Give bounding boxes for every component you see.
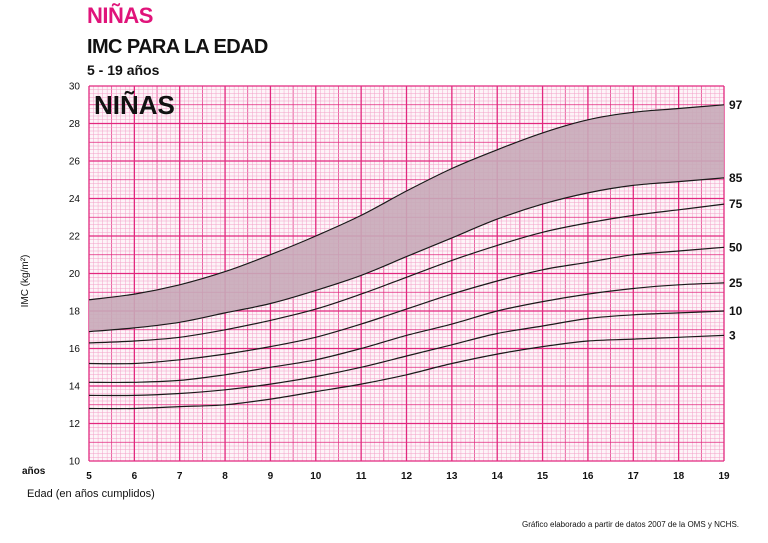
bmi-chart: 10 12 14 16 18 20 22 24 26 28 30 5 6 7 8 9 10 11 12 13 14 15… [0,0,768,543]
x-tick-13: 13 [446,471,458,482]
x-tick-19: 19 [718,471,730,482]
x-tick-5: 5 [86,471,92,482]
x-tick-16: 16 [582,471,594,482]
x-tick-8: 8 [222,471,228,482]
percentile-label-p25: 25 [729,276,743,290]
x-tick-labels: 5 6 7 8 9 10 11 12 13 14 15 16 17 18 19 [86,471,730,482]
y-tick-20: 20 [69,269,81,280]
percentile-label-p97: 97 [729,98,743,112]
x-tick-9: 9 [268,471,274,482]
y-tick-12: 12 [69,419,81,430]
percentile-labels: 3 10 25 50 75 85 97 [729,98,743,343]
x-tick-7: 7 [177,471,183,482]
percentile-label-p3: 3 [729,328,736,342]
y-tick-26: 26 [69,157,81,168]
y-tick-18: 18 [69,307,81,318]
chart-title: NIÑAS [94,90,175,120]
x-tick-17: 17 [628,471,640,482]
y-tick-24: 24 [69,194,81,205]
x-tick-10: 10 [310,471,322,482]
y-tick-14: 14 [69,382,81,393]
percentile-label-p10: 10 [729,304,743,318]
x-tick-14: 14 [492,471,504,482]
x-tick-18: 18 [673,471,685,482]
y-tick-16: 16 [69,344,81,355]
percentile-label-p85: 85 [729,171,743,185]
y-axis-label: IMC (kg/m²) [20,255,31,308]
y-tick-30: 30 [69,82,81,93]
x-tick-15: 15 [537,471,549,482]
source-note: Gráfico elaborado a partir de datos 2007… [522,520,739,529]
y-tick-28: 28 [69,119,81,130]
percentile-label-p75: 75 [729,197,743,211]
x-tick-6: 6 [132,471,138,482]
y-tick-22: 22 [69,232,81,243]
x-unit-label: años [22,466,46,477]
x-tick-11: 11 [356,471,367,482]
x-axis-label: Edad (en años cumplidos) [27,488,155,500]
y-tick-labels: 10 12 14 16 18 20 22 24 26 28 30 [69,82,81,468]
percentile-label-p50: 50 [729,240,743,254]
y-tick-10: 10 [69,457,81,468]
x-tick-12: 12 [401,471,413,482]
